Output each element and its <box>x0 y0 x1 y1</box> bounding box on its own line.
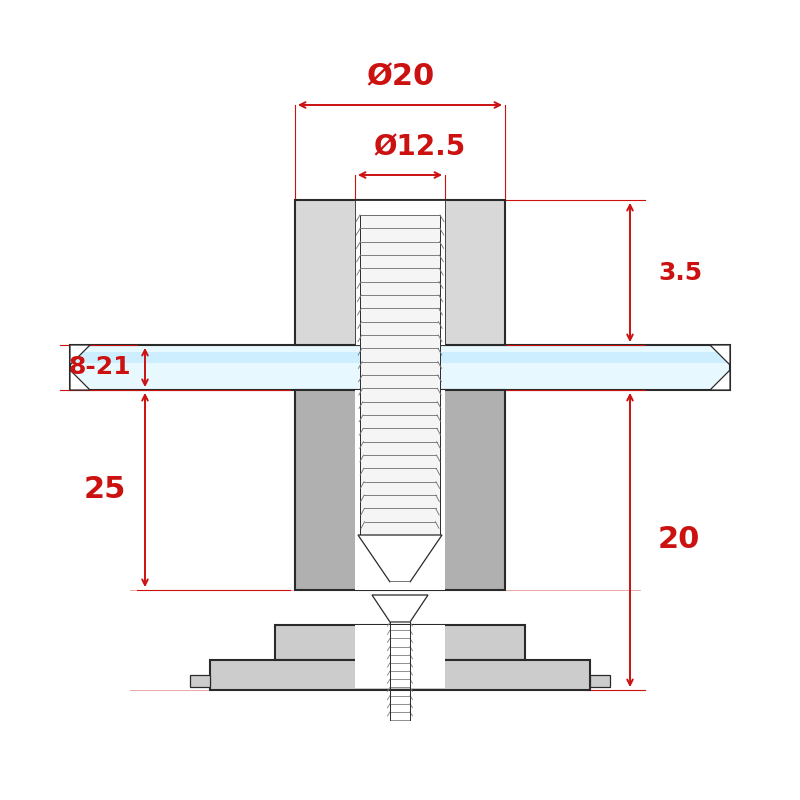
Bar <box>295 200 505 345</box>
Text: 8-21: 8-21 <box>69 355 131 379</box>
Bar <box>190 675 210 687</box>
Bar <box>210 660 590 690</box>
Bar <box>355 390 445 590</box>
Polygon shape <box>710 370 730 390</box>
Text: Ø12.5: Ø12.5 <box>374 133 466 161</box>
Bar <box>355 625 445 688</box>
Polygon shape <box>70 345 90 365</box>
Bar <box>360 215 440 535</box>
Text: 3.5: 3.5 <box>658 261 702 285</box>
Bar <box>295 390 505 590</box>
Polygon shape <box>372 595 428 622</box>
Text: 25: 25 <box>84 475 126 505</box>
Polygon shape <box>710 345 730 365</box>
Text: Ø20: Ø20 <box>366 62 434 91</box>
Text: 20: 20 <box>658 526 700 554</box>
Bar <box>390 582 410 590</box>
Bar <box>590 675 610 687</box>
Bar <box>70 352 730 363</box>
Polygon shape <box>70 370 90 390</box>
Bar <box>70 345 730 390</box>
Bar <box>275 625 525 660</box>
Bar <box>355 200 445 345</box>
Polygon shape <box>358 535 442 582</box>
